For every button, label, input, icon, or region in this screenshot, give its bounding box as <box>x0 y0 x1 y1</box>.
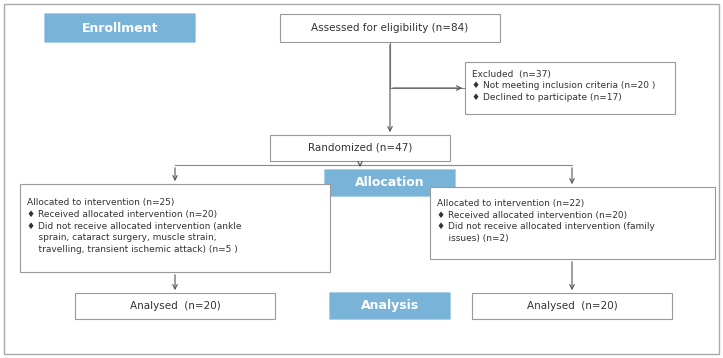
Text: Randomized (n=47): Randomized (n=47) <box>308 143 412 153</box>
FancyBboxPatch shape <box>45 14 195 42</box>
Text: Allocation: Allocation <box>355 176 425 189</box>
FancyBboxPatch shape <box>280 14 500 42</box>
FancyBboxPatch shape <box>325 170 455 196</box>
Text: Enrollment: Enrollment <box>82 21 158 34</box>
Text: Allocated to intervention (n=25)
♦ Received allocated intervention (n=20)
♦ Did : Allocated to intervention (n=25) ♦ Recei… <box>27 198 241 254</box>
FancyBboxPatch shape <box>472 293 672 319</box>
FancyBboxPatch shape <box>465 62 675 114</box>
FancyBboxPatch shape <box>429 187 714 259</box>
FancyBboxPatch shape <box>330 293 450 319</box>
FancyBboxPatch shape <box>4 4 719 354</box>
Text: Excluded  (n=37)
♦ Not meeting inclusion criteria (n=20 )
♦ Declined to particip: Excluded (n=37) ♦ Not meeting inclusion … <box>472 70 655 102</box>
FancyBboxPatch shape <box>75 293 275 319</box>
Text: Assessed for eligibility (n=84): Assessed for eligibility (n=84) <box>312 23 469 33</box>
FancyBboxPatch shape <box>270 135 450 161</box>
Text: Analysed  (n=20): Analysed (n=20) <box>129 301 221 311</box>
Text: Analysed  (n=20): Analysed (n=20) <box>526 301 617 311</box>
FancyBboxPatch shape <box>20 184 330 272</box>
Text: Analysis: Analysis <box>361 300 419 313</box>
Text: Allocated to intervention (n=22)
♦ Received allocated intervention (n=20)
♦ Did : Allocated to intervention (n=22) ♦ Recei… <box>437 199 655 243</box>
